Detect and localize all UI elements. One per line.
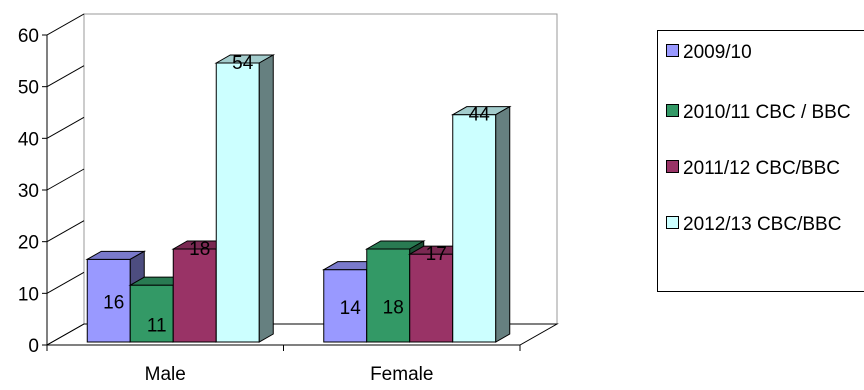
y-tick-diagonal: [46, 65, 85, 88]
y-tick-label: 10: [18, 284, 39, 305]
y-tick-label: 50: [18, 78, 39, 99]
data-label: 54: [232, 53, 254, 74]
y-tick-label: 60: [18, 26, 39, 47]
legend-swatch: [666, 216, 679, 229]
y-tick-diagonal: [46, 220, 85, 243]
y-tick-diagonal: [46, 13, 85, 36]
x-category-label: Male: [145, 364, 186, 385]
bar: [450, 105, 512, 343]
bar-side: [258, 54, 274, 343]
legend-item: 2009/10: [666, 41, 864, 65]
bar-front: [215, 62, 260, 343]
legend-label: 2010/11 CBC / BBC: [683, 102, 851, 123]
y-tick-label: 40: [18, 129, 39, 150]
legend-item: 2011/12 CBC/BBC: [666, 157, 864, 181]
legend-swatch: [666, 160, 679, 173]
y-tick-label: 20: [18, 233, 39, 254]
bar-side: [495, 105, 511, 343]
bar: [214, 54, 276, 343]
y-tick-diagonal: [46, 116, 85, 139]
chart-bars: [85, 54, 512, 343]
legend: 2009/10 2010/11 CBC / BBC 2011/12 CBC/BBC 2…: [657, 30, 864, 292]
legend-swatch: [666, 104, 679, 117]
data-label: 18: [189, 239, 210, 260]
data-label: 17: [426, 244, 447, 265]
bar-front: [323, 269, 368, 343]
chart-labels: 16 11 18 54 14 18 17 44: [103, 53, 490, 337]
bar-front: [452, 114, 497, 343]
legend-item: 2012/13 CBC/BBC: [666, 213, 864, 237]
bar-front: [409, 253, 454, 343]
data-label: 11: [147, 316, 167, 337]
data-label: 14: [340, 298, 362, 319]
data-label: 44: [469, 105, 491, 126]
y-tick-label: 0: [28, 336, 39, 357]
legend-label: 2009/10: [683, 42, 752, 63]
bar-front: [366, 248, 411, 343]
legend-label: 2011/12 CBC/BBC: [683, 158, 841, 179]
legend-swatch: [666, 44, 679, 57]
bar-front: [86, 258, 131, 343]
bar-front: [129, 284, 174, 343]
data-label: 18: [383, 298, 404, 319]
bar-front: [172, 248, 217, 343]
data-label: 16: [103, 293, 124, 314]
x-category-label: Female: [370, 364, 433, 385]
legend-label: 2012/13 CBC/BBC: [683, 214, 842, 235]
legend-item: 2010/11 CBC / BBC: [666, 101, 864, 125]
y-tick-label: 30: [18, 181, 39, 202]
y-tick-diagonal: [46, 271, 85, 294]
y-tick-diagonal: [46, 323, 85, 346]
y-tick-diagonal: [46, 168, 85, 191]
